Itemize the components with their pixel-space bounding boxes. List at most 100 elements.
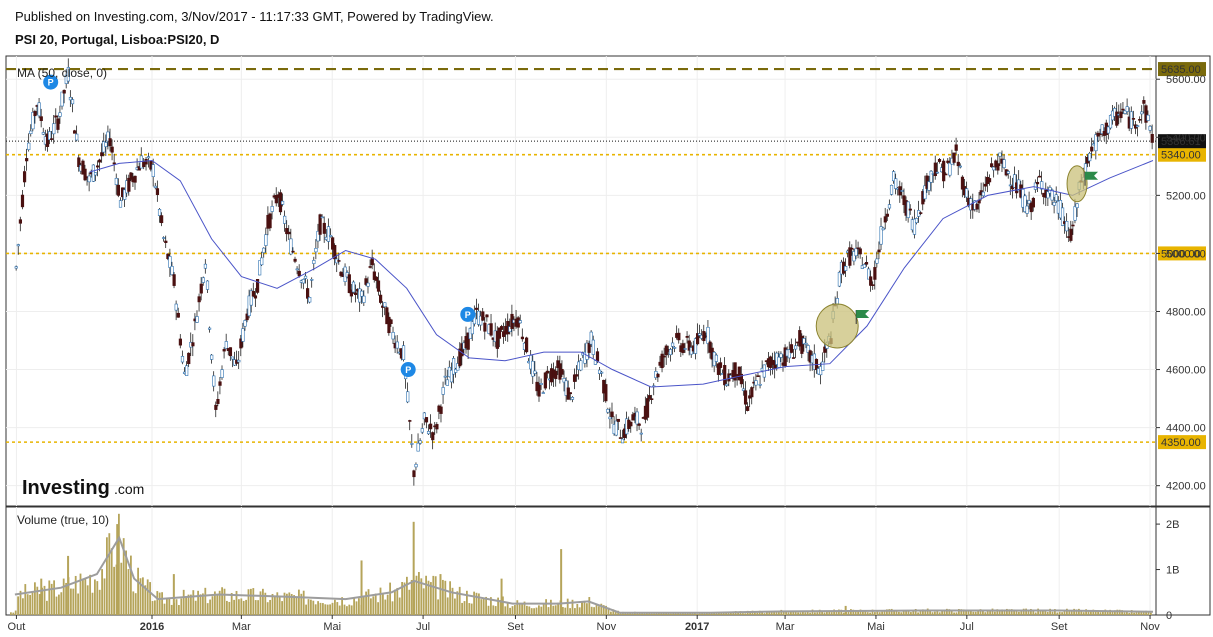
volume-bar [1145, 610, 1147, 615]
candle-body [351, 281, 356, 293]
candle-body [249, 290, 253, 306]
candle-body [900, 190, 904, 192]
level-tag-label: 5000.00 [1161, 248, 1201, 260]
candle-body [942, 160, 946, 182]
volume-bar [979, 609, 982, 615]
volume-bar [137, 567, 139, 615]
volume-bar [180, 598, 183, 615]
volume-bar [919, 610, 922, 615]
volume-bar [170, 604, 173, 615]
volume-bar [917, 612, 919, 615]
flag-icon [856, 310, 870, 318]
candle-body [199, 283, 203, 294]
event-marker-icon[interactable] [400, 362, 416, 378]
volume-bar [473, 591, 475, 615]
candle-body [293, 258, 297, 262]
candle-body [243, 320, 247, 327]
candle-body [48, 131, 52, 140]
volume-bar [175, 599, 178, 615]
volume-bar [190, 594, 192, 615]
volume-bar [552, 605, 555, 615]
volume-bar [758, 610, 761, 615]
candle-body [543, 372, 547, 389]
candle-body [416, 442, 420, 452]
volume-bar [60, 592, 63, 615]
candle-body [93, 172, 98, 176]
volume-bar [502, 596, 504, 615]
volume-bar [442, 579, 444, 615]
candle-body [1073, 206, 1077, 221]
volume-bar [12, 612, 15, 615]
candle-body [62, 89, 66, 94]
candle-body [245, 313, 249, 321]
markers[interactable]: P P P [43, 74, 476, 378]
candle-body [1075, 203, 1079, 208]
volume-bar [943, 610, 946, 615]
volume-bar [847, 610, 850, 615]
volume-bar [362, 595, 365, 615]
candle-body [618, 437, 623, 439]
candle-body [274, 195, 278, 204]
volume-bar [874, 612, 876, 615]
volume-bar [730, 611, 732, 615]
last-price-label: 5386.61 [1161, 136, 1201, 148]
candle-body [708, 341, 712, 353]
candle-body [37, 102, 41, 117]
volume-bar [130, 555, 132, 615]
candle-body [800, 335, 804, 354]
volume-bar [338, 605, 341, 615]
candle-body [1027, 200, 1031, 205]
volume-bar [646, 612, 648, 615]
candle-body [297, 270, 301, 277]
event-marker-icon[interactable] [460, 306, 476, 322]
volume-bar [346, 606, 348, 615]
candle-body [914, 218, 919, 224]
candle-body [539, 383, 543, 385]
candle-body [144, 158, 148, 165]
candle-body [129, 172, 133, 180]
candle-body [349, 289, 354, 297]
volume-bar [156, 591, 159, 615]
volume-bar [1032, 610, 1035, 615]
y-tick-label: 5000.00 [1166, 248, 1206, 260]
candle-body [802, 338, 806, 345]
volume-bar [466, 590, 468, 615]
volume-bar [343, 604, 346, 615]
volume-bar [806, 611, 809, 615]
candle-body [185, 365, 189, 376]
candle-body [56, 118, 60, 130]
candle-body [1136, 125, 1140, 128]
candle-body [869, 276, 873, 286]
candle-body [1025, 205, 1029, 214]
candle-body [178, 338, 182, 346]
candle-body [806, 345, 810, 353]
volume-bar [286, 593, 288, 615]
candle-body [260, 257, 264, 266]
volume-bar [684, 613, 687, 615]
candle-body [14, 266, 18, 269]
candle-body [445, 379, 449, 386]
volume-bar [470, 603, 473, 615]
candle-body [151, 164, 155, 177]
candle-body [29, 130, 33, 135]
candle-body [422, 412, 426, 420]
candle-body [956, 161, 960, 167]
event-marker-icon[interactable] [43, 74, 59, 90]
volume-bar [305, 604, 307, 615]
volume-ma-line [14, 535, 1154, 614]
volume-bar [341, 597, 343, 615]
volume-bar [418, 572, 420, 615]
candle-body [116, 184, 121, 196]
volume-bar [204, 587, 207, 615]
volume-bar [82, 579, 84, 615]
volume-spike-bar [560, 549, 563, 615]
candle-body [645, 398, 650, 418]
candle-body [595, 351, 600, 362]
volume-bar [353, 597, 355, 615]
candle-body [894, 178, 898, 189]
candle-body [458, 348, 462, 367]
candle-body [1090, 146, 1094, 152]
volume-bar [142, 577, 144, 615]
candle-body [108, 138, 112, 147]
